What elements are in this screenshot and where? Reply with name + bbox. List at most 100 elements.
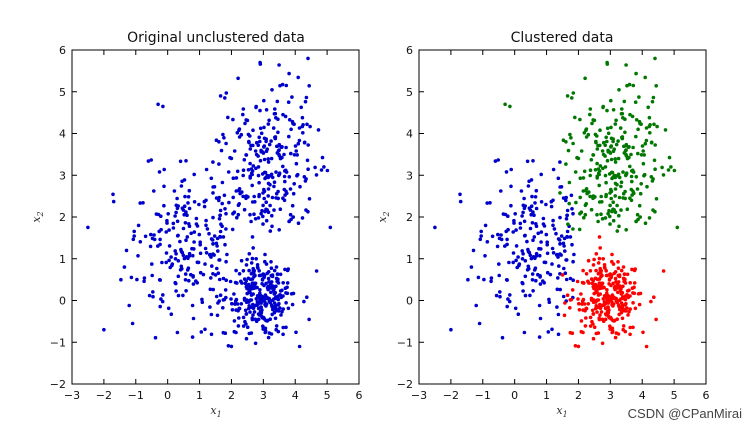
data-point — [563, 271, 568, 276]
data-point — [551, 223, 555, 228]
data-point — [269, 139, 273, 143]
data-point — [623, 297, 628, 302]
data-point — [591, 263, 596, 267]
data-point — [449, 327, 453, 332]
data-point — [624, 142, 629, 147]
data-point — [272, 208, 276, 212]
data-point — [526, 184, 531, 188]
data-point — [597, 317, 602, 322]
data-point — [551, 218, 555, 223]
data-point — [608, 191, 612, 195]
data-point — [304, 208, 308, 212]
data-point — [174, 281, 178, 286]
data-point — [628, 281, 632, 285]
data-point — [174, 289, 178, 293]
data-point — [284, 189, 288, 194]
data-point — [490, 234, 495, 239]
data-point — [237, 316, 241, 320]
data-point — [171, 221, 176, 226]
data-point — [234, 268, 238, 273]
data-point — [577, 308, 582, 312]
data-point — [217, 162, 221, 166]
data-point — [520, 249, 524, 253]
data-point — [254, 166, 258, 171]
data-point — [592, 257, 596, 262]
data-point — [558, 160, 562, 164]
data-point — [174, 203, 179, 208]
data-point — [577, 227, 582, 232]
data-point — [650, 99, 655, 104]
data-point — [248, 147, 253, 151]
data-point — [573, 344, 578, 348]
data-point — [584, 272, 589, 276]
data-point — [621, 284, 625, 289]
data-point — [224, 259, 228, 264]
data-point — [599, 268, 603, 273]
data-point — [552, 227, 557, 231]
data-point — [241, 315, 246, 320]
data-point — [595, 161, 599, 166]
data-point — [539, 230, 544, 234]
data-point — [281, 112, 285, 117]
data-point — [632, 281, 637, 285]
data-point — [281, 307, 286, 311]
data-point — [539, 200, 544, 204]
data-point — [568, 330, 573, 335]
data-point — [291, 121, 295, 126]
x-tick-label: −3 — [411, 389, 427, 402]
data-point — [591, 336, 596, 341]
data-point — [594, 140, 598, 145]
data-point — [653, 167, 657, 171]
data-point — [631, 189, 635, 194]
data-point — [249, 171, 254, 176]
data-point — [538, 275, 542, 279]
data-point — [466, 277, 470, 282]
data-point — [266, 194, 271, 198]
data-point — [614, 174, 619, 178]
data-point — [636, 217, 640, 222]
data-point — [581, 189, 586, 193]
data-point — [275, 272, 280, 276]
y-tick-label: 0 — [406, 295, 413, 308]
data-point — [577, 301, 581, 306]
data-point — [296, 221, 301, 225]
data-point — [599, 310, 604, 314]
data-point — [511, 230, 515, 234]
data-point — [654, 84, 658, 88]
data-point — [594, 252, 599, 256]
data-point — [230, 301, 234, 306]
data-point — [602, 285, 606, 290]
data-point — [558, 191, 562, 195]
data-point — [164, 260, 168, 265]
data-point — [205, 227, 210, 231]
data-point — [530, 272, 535, 276]
data-point — [204, 223, 208, 228]
data-point — [564, 258, 568, 262]
y-tick-label: 4 — [406, 128, 413, 141]
data-point — [264, 175, 268, 180]
data-point — [588, 315, 593, 320]
data-point — [250, 317, 255, 322]
data-point — [191, 316, 196, 321]
data-point — [252, 274, 256, 279]
data-point — [529, 212, 533, 217]
data-point — [223, 288, 228, 292]
data-point — [499, 189, 503, 193]
data-point — [608, 203, 612, 208]
data-point — [203, 327, 207, 332]
data-point — [603, 165, 608, 169]
data-point — [626, 313, 630, 317]
data-point — [271, 126, 276, 130]
data-point — [616, 290, 620, 295]
data-point — [295, 153, 300, 157]
data-point — [595, 134, 599, 138]
data-point — [169, 312, 174, 317]
data-point — [199, 330, 204, 334]
data-point — [243, 319, 247, 324]
data-point — [194, 222, 199, 226]
data-point — [111, 192, 115, 197]
left-chart-title: Original unclustered data — [127, 30, 305, 46]
data-point — [281, 325, 286, 330]
data-point — [568, 132, 572, 137]
